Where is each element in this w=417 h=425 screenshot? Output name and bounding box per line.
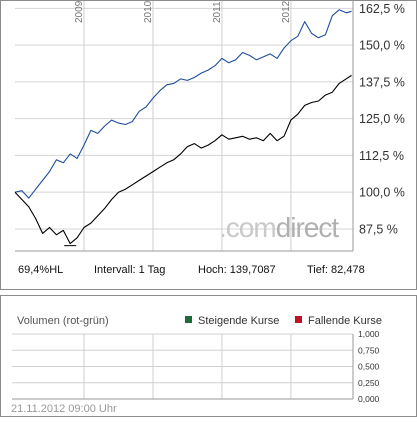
x-tick-label: 2012: [281, 0, 292, 23]
y-tick-label: 87,5 %: [359, 222, 398, 236]
volume-title: Volumen (rot-grün): [17, 315, 109, 327]
x-tick-label: 2011: [212, 1, 223, 23]
hl-stat: 69,4%HL: [18, 264, 64, 276]
series-line-1: [14, 9, 352, 199]
vol-y-tick-label: 0,750: [358, 345, 380, 355]
legend-rising: Steigende Kurse: [185, 315, 279, 327]
watermark: .comdirect: [219, 212, 339, 243]
vol-y-tick-label: 0,000: [358, 394, 380, 404]
legend-falling: Fallende Kurse: [295, 315, 382, 327]
y-tick-label: 162,5 %: [359, 2, 405, 16]
volume-chart-panel: 1,000 0,750 0,500 0,250 0,000: [0, 295, 417, 417]
price-chart-panel: 162,5 % 150,0 % 137,5 % 125,0 % 112,5 % 100,0…: [0, 0, 417, 290]
y-tick-label: 112,5 %: [359, 149, 404, 163]
x-tick-label: 2010: [143, 0, 154, 23]
x-tick-label: 2009: [74, 0, 85, 23]
price-chart: 162,5 % 150,0 % 137,5 % 125,0 % 112,5 % 100,0…: [14, 0, 405, 252]
legend-rising-label: Steigende Kurse: [198, 315, 280, 327]
y-tick-label: 125,0 %: [359, 112, 405, 126]
vol-y-tick-label: 0,250: [358, 378, 380, 388]
low-stat: Tief: 82,478: [307, 264, 365, 276]
legend-rising-swatch: [185, 316, 192, 323]
y-tick-label: 150,0 %: [359, 39, 405, 53]
vol-y-tick-label: 1,000: [358, 329, 380, 339]
legend-falling-label: Fallende Kurse: [308, 315, 382, 327]
y-tick-label: 137,5 %: [359, 75, 405, 89]
series-line-2: [14, 74, 352, 245]
timestamp: 21.11.2012 09:00 Uhr: [11, 403, 117, 415]
vol-y-tick-label: 0,500: [358, 362, 380, 372]
interval-stat: Intervall: 1 Tag: [94, 264, 166, 276]
y-tick-label: 100,0 %: [359, 186, 405, 200]
legend-falling-swatch: [295, 316, 302, 323]
volume-chart: 1,000 0,750 0,500 0,250 0,000: [12, 329, 380, 404]
high-stat: Hoch: 139,7087: [198, 264, 276, 276]
